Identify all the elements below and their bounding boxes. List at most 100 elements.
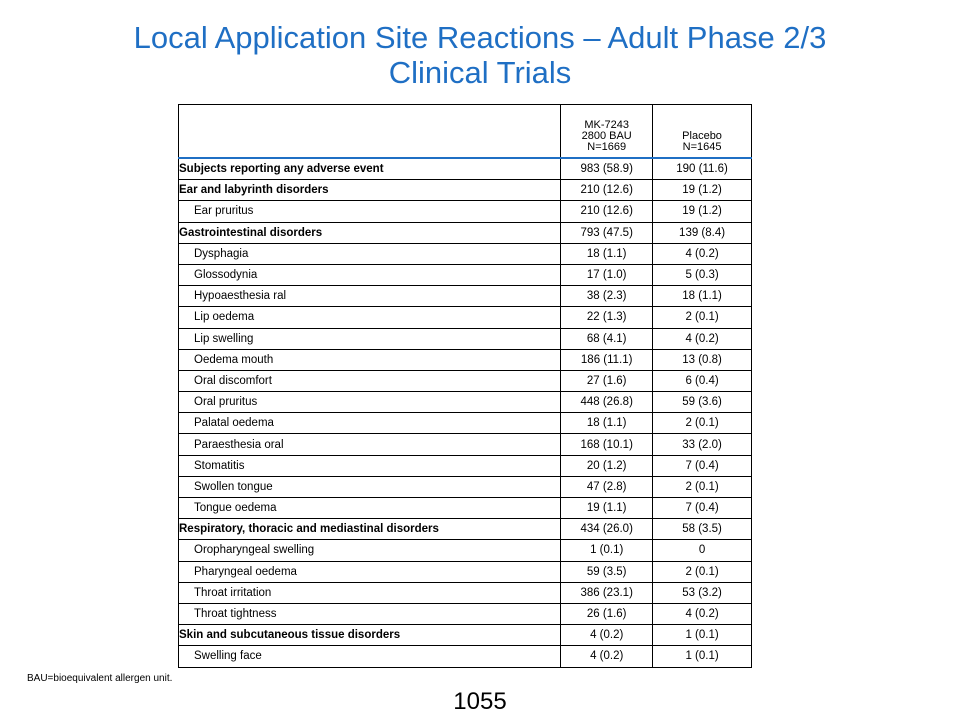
mk7243-value: 47 (2.8) [560,475,654,499]
placebo-value: 0 [652,539,752,562]
mk7243-value: 26 (1.6) [560,602,654,626]
table-header: MK-7243 2800 BAU N=1669 Placebo N=1645 [177,104,752,159]
term-label: Glossodynia [177,263,562,287]
table-row: Pharyngeal oedema 59 (3.5) 2 (0.1) [177,560,752,583]
placebo-value: 18 (1.1) [652,285,752,308]
placebo-value: 2 (0.1) [652,412,752,435]
mk7243-value: 68 (4.1) [560,327,654,350]
mk7243-value: 27 (1.6) [560,369,654,393]
header-mk7243-n: N=1669 [587,141,627,153]
slide-title: Local Application Site Reactions – Adult… [0,20,960,90]
category-label: Skin and subcutaneous tissue disorders [177,624,562,647]
table-row: Throat tightness 26 (1.6) 4 (0.2) [177,602,752,626]
placebo-value: 139 (8.4) [652,221,752,244]
mk7243-value: 210 (12.6) [560,179,654,202]
header-mk7243-dose: 2800 BAU [581,130,632,142]
footnote: BAU=bioequivalent allergen unit. [27,673,173,684]
placebo-value: 2 (0.1) [652,560,752,583]
mk7243-value: 210 (12.6) [560,200,654,223]
table-row: Oropharyngeal swelling 1 (0.1) 0 [177,539,752,562]
category-label: Ear and labyrinth disorders [177,179,562,202]
table-row: Glossodynia 17 (1.0) 5 (0.3) [177,263,752,287]
term-label: Swelling face [177,645,562,668]
header-placebo-n: N=1645 [682,141,722,153]
table-row: Subjects reporting any adverse event 983 … [177,157,752,181]
placebo-value: 4 (0.2) [652,327,752,350]
term-label: Pharyngeal oedema [177,560,562,583]
mk7243-value: 17 (1.0) [560,263,654,287]
placebo-value: 58 (3.5) [652,518,752,541]
mk7243-value: 59 (3.5) [560,560,654,583]
mk7243-value: 18 (1.1) [560,242,654,265]
term-label: Dysphagia [177,242,562,265]
mk7243-value: 4 (0.2) [560,624,654,647]
placebo-value: 13 (0.8) [652,348,752,371]
placebo-value: 1 (0.1) [652,645,752,668]
header-category-cell [177,104,562,159]
term-label: Oedema mouth [177,348,562,371]
mk7243-value: 793 (47.5) [560,221,654,244]
slide-title-line-1: Local Application Site Reactions – Adult… [133,20,827,55]
table-row: Respiratory, thoracic and mediastinal di… [177,518,752,541]
placebo-value: 2 (0.1) [652,306,752,329]
table-row: Hypoaesthesia ral 38 (2.3) 18 (1.1) [177,285,752,308]
term-label: Paraesthesia oral [177,433,562,456]
placebo-value: 19 (1.2) [652,179,752,202]
table-row: Ear and labyrinth disorders 210 (12.6) 19 … [177,179,752,202]
term-label: Lip oedema [177,306,562,329]
mk7243-value: 22 (1.3) [560,306,654,329]
mk7243-value: 386 (23.1) [560,581,654,604]
table-row: Paraesthesia oral 168 (10.1) 33 (2.0) [177,433,752,456]
term-label: Stomatitis [177,454,562,477]
table-row: Skin and subcutaneous tissue disorders 4 … [177,624,752,647]
term-label: Oropharyngeal swelling [177,539,562,562]
mk7243-value: 983 (58.9) [560,157,654,181]
mk7243-value: 20 (1.2) [560,454,654,477]
adverse-events-table: MK-7243 2800 BAU N=1669 Placebo N=1645 S… [177,104,752,668]
table-row: Tongue oedema 19 (1.1) 7 (0.4) [177,496,752,520]
category-label: Respiratory, thoracic and mediastinal di… [177,518,562,541]
slide-title-line-2: Clinical Trials [388,55,572,90]
term-label: Oral discomfort [177,369,562,393]
term-label: Tongue oedema [177,496,562,520]
header-placebo-name: Placebo [682,130,722,142]
term-label: Ear pruritus [177,200,562,223]
placebo-value: 6 (0.4) [652,369,752,393]
table-row: Stomatitis 20 (1.2) 7 (0.4) [177,454,752,477]
table-row: Ear pruritus 210 (12.6) 19 (1.2) [177,200,752,223]
header-mk7243-name: MK-7243 [584,119,630,131]
table-row: Oral discomfort 27 (1.6) 6 (0.4) [177,369,752,393]
mk7243-value: 186 (11.1) [560,348,654,371]
table-header-row: MK-7243 2800 BAU N=1669 Placebo N=1645 [177,104,752,159]
placebo-value: 59 (3.6) [652,391,752,414]
header-mk7243-cell: MK-7243 2800 BAU N=1669 [560,104,654,159]
placebo-value: 5 (0.3) [652,263,752,287]
placebo-value: 7 (0.4) [652,454,752,477]
category-label: Gastrointestinal disorders [177,221,562,244]
page-number: 1055 [453,688,507,715]
term-label: Swollen tongue [177,475,562,499]
placebo-value: 2 (0.1) [652,475,752,499]
term-label: Lip swelling [177,327,562,350]
placebo-value: 4 (0.2) [652,602,752,626]
table-body: Subjects reporting any adverse event 983 … [177,157,752,668]
placebo-value: 53 (3.2) [652,581,752,604]
placebo-value: 190 (11.6) [652,157,752,181]
term-label: Throat tightness [177,602,562,626]
table-row: Oedema mouth 186 (11.1) 13 (0.8) [177,348,752,371]
table-row: Palatal oedema 18 (1.1) 2 (0.1) [177,412,752,435]
mk7243-value: 18 (1.1) [560,412,654,435]
placebo-value: 7 (0.4) [652,496,752,520]
placebo-value: 33 (2.0) [652,433,752,456]
table-row: Oral pruritus 448 (26.8) 59 (3.6) [177,391,752,414]
placebo-value: 4 (0.2) [652,242,752,265]
mk7243-value: 19 (1.1) [560,496,654,520]
placebo-value: 19 (1.2) [652,200,752,223]
table-row: Dysphagia 18 (1.1) 4 (0.2) [177,242,752,265]
placebo-value: 1 (0.1) [652,624,752,647]
term-label: Hypoaesthesia ral [177,285,562,308]
term-label: Throat irritation [177,581,562,604]
term-label: Palatal oedema [177,412,562,435]
table-row: Swollen tongue 47 (2.8) 2 (0.1) [177,475,752,499]
term-label: Oral pruritus [177,391,562,414]
